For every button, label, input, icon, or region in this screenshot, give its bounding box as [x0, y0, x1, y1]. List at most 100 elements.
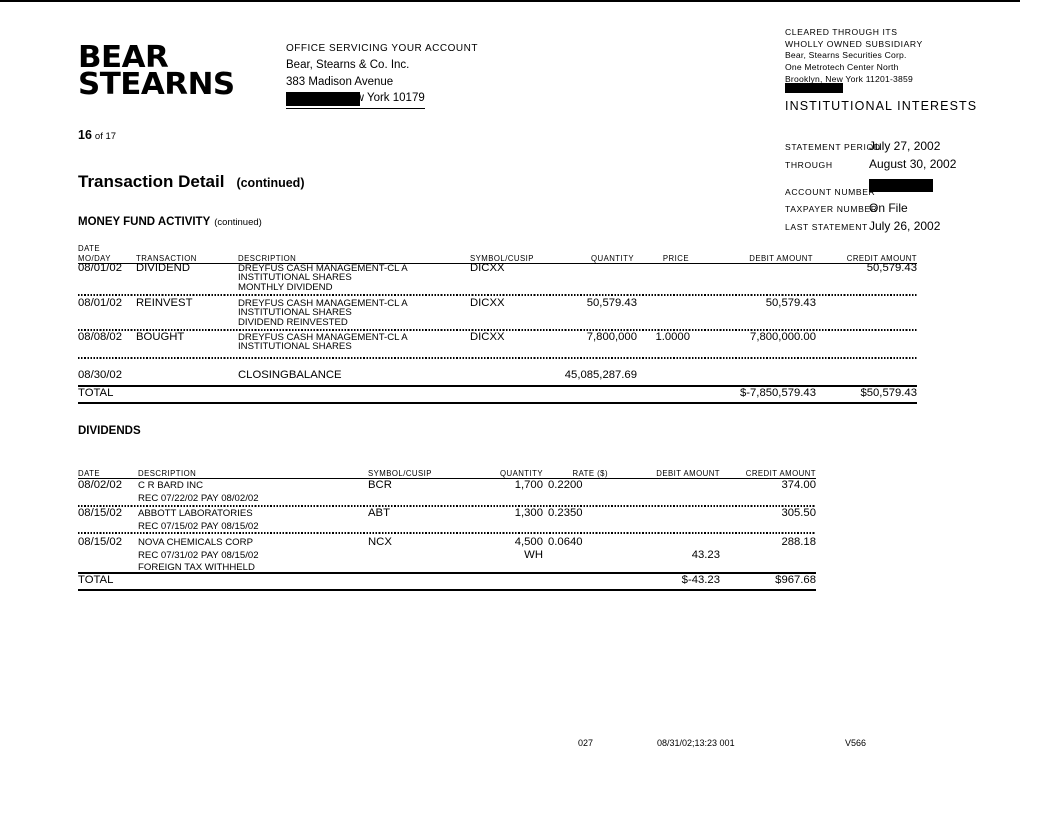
mf-row-desc-1: DREYFUS CASH MANAGEMENT-CL A [238, 332, 408, 343]
mf-row-desc-2: INSTITUTIONAL SHARES [238, 341, 352, 352]
last-statement-label: LAST STATEMENT [785, 222, 868, 232]
mf-total-top-rule [78, 385, 917, 387]
footer-timestamp: 08/31/02;13:23 001 [657, 738, 735, 748]
subsidiary-heading-line-2: WHOLLY OWNED SUBSIDIARY [785, 39, 923, 50]
mf-row-symbol: DICXX [470, 297, 505, 309]
mf-row-credit: 50,579.43 [866, 262, 917, 274]
mf-row-transaction: REINVEST [136, 297, 193, 309]
dv-row-credit: 374.00 [781, 479, 816, 491]
dv-row-symbol: ABT [368, 507, 390, 519]
money-fund-heading-continued: (continued) [214, 217, 262, 228]
dv-header-rule [78, 478, 816, 479]
mf-total-label: TOTAL [78, 387, 114, 399]
dv-header-date: DATE [78, 469, 101, 478]
mf-row-symbol: DICXX [470, 331, 505, 343]
mf-header-transaction: TRANSACTION [136, 254, 197, 263]
dv-row-desc-2: REC 07/31/02 PAY 08/15/02 [138, 550, 259, 561]
dv-row-date: 08/02/02 [78, 479, 122, 491]
money-fund-heading-text: MONEY FUND ACTIVITY [78, 216, 211, 228]
dv-header-credit: CREDIT AMOUNT [745, 469, 816, 478]
dv-row-desc-2: REC 07/15/02 PAY 08/15/02 [138, 521, 259, 532]
money-fund-activity-heading: MONEY FUND ACTIVITY (continued) [78, 216, 262, 228]
page-number-total: of 17 [94, 131, 117, 142]
dv-row-desc-1: ABBOTT LABORATORIES [138, 508, 253, 519]
subsidiary-street: One Metrotech Center North [785, 61, 899, 72]
subsidiary-city: Brooklyn, New York 11201-3859 [785, 73, 913, 84]
dv-row-separator [78, 505, 816, 507]
mf-row-desc-3: MONTHLY DIVIDEND [238, 282, 333, 293]
mf-row-transaction: DIVIDEND [136, 262, 190, 274]
mf-closing-quantity: 45,085,287.69 [564, 369, 637, 381]
mf-row-date: 08/01/02 [78, 297, 122, 309]
dv-row-quantity: 1,700 [514, 479, 543, 491]
bear-stearns-logo: BEAR STEARNS [78, 43, 235, 102]
mf-header-date: MO/DAY [78, 254, 111, 263]
dv-row-desc-1: NOVA CHEMICALS CORP [138, 537, 253, 548]
statement-period-value: July 27, 2002 [869, 139, 941, 153]
mf-row-desc-1: DREYFUS CASH MANAGEMENT-CL A [238, 263, 408, 274]
institutional-interests-label: INSTITUTIONAL INTERESTS [785, 99, 978, 113]
through-label: THROUGH [785, 160, 833, 170]
dv-row-date: 08/15/02 [78, 507, 122, 519]
office-heading: OFFICE SERVICING YOUR ACCOUNT [286, 43, 478, 54]
dv-row-quantity: 4,500 [514, 536, 543, 548]
logo-line-1: BEAR [78, 40, 169, 75]
mf-row-symbol: DICXX [470, 262, 505, 274]
dv-row-quantity: 1,300 [514, 507, 543, 519]
mf-row-transaction: BOUGHT [136, 331, 185, 343]
page-title: Transaction Detail (continued) [78, 172, 304, 192]
dv-total-label: TOTAL [78, 574, 114, 586]
redacted-subsidiary-bar [785, 83, 843, 93]
mf-header-price: PRICE [662, 254, 689, 263]
dv-row-debit-withholding: 43.23 [691, 549, 720, 561]
mf-row-date: 08/08/02 [78, 331, 122, 343]
dv-row-desc-1: C R BARD INC [138, 480, 204, 491]
mf-row-quantity: 50,579.43 [586, 297, 637, 309]
dv-row-symbol: NCX [368, 536, 392, 548]
dv-row-credit: 288.18 [781, 536, 816, 548]
dv-total-credit: $967.68 [775, 574, 816, 586]
mf-row-price: 1.0000 [655, 331, 690, 343]
taxpayer-number-label: TAXPAYER NUMBER [785, 204, 878, 214]
redacted-account-number-bar [869, 179, 933, 192]
account-number-label: ACCOUNT NUMBER [785, 187, 876, 197]
office-servicing-block: OFFICE SERVICING YOUR ACCOUNT Bear, Stea… [286, 41, 478, 109]
dv-row-rate: 0.2200 [548, 479, 583, 491]
page-number-current: 16 [78, 128, 92, 142]
footer-code: 027 [578, 738, 594, 748]
mf-header-quantity: QUANTITY [590, 254, 634, 263]
header-divider [0, 0, 1020, 2]
subsidiary-name: Bear, Stearns Securities Corp. [785, 50, 907, 60]
dv-header-debit: DEBIT AMOUNT [656, 469, 720, 478]
office-name: Bear, Stearns & Co. Inc. [286, 59, 410, 72]
mf-total-credit: $50,579.43 [860, 387, 917, 399]
dv-header-symbol: SYMBOL/CUSIP [368, 469, 432, 478]
dv-total-debit: $-43.23 [681, 574, 720, 586]
mf-total-debit: $-7,850,579.43 [739, 387, 816, 399]
subsidiary-heading: CLEARED THROUGH ITS WHOLLY OWNED SUBSIDI… [785, 26, 923, 50]
dv-row-desc-2: REC 07/22/02 PAY 08/02/02 [138, 493, 259, 504]
mf-row-desc-2: INSTITUTIONAL SHARES [238, 272, 352, 283]
mf-header-symbol: SYMBOL/CUSIP [470, 254, 534, 263]
mf-row-desc-2: INSTITUTIONAL SHARES [238, 307, 352, 318]
dv-row-rate: 0.0640 [548, 536, 583, 548]
dv-header-description: DESCRIPTION [138, 469, 197, 478]
dv-row-rate: 0.2350 [548, 507, 583, 519]
mf-header-description: DESCRIPTION [238, 254, 297, 263]
footer-version: V566 [845, 738, 867, 748]
dv-total-top-rule [78, 572, 816, 574]
dv-row-desc-3: FOREIGN TAX WITHHELD [138, 562, 255, 573]
mf-row-debit: 7,800,000.00 [750, 331, 816, 343]
mf-total-bottom-rule [78, 402, 917, 404]
mf-closing-date: 08/30/02 [78, 369, 122, 381]
dv-row-symbol: BCR [368, 479, 392, 491]
mf-row-debit: 50,579.43 [765, 297, 816, 309]
page-title-main: Transaction Detail [78, 172, 225, 191]
dv-total-bottom-rule [78, 589, 816, 591]
office-street: 383 Madison Avenue [286, 75, 394, 88]
mf-row-separator [78, 329, 917, 331]
mf-row-desc-1: DREYFUS CASH MANAGEMENT-CL A [238, 298, 408, 309]
logo-line-2: STEARNS [78, 67, 235, 102]
through-value: August 30, 2002 [869, 157, 957, 171]
